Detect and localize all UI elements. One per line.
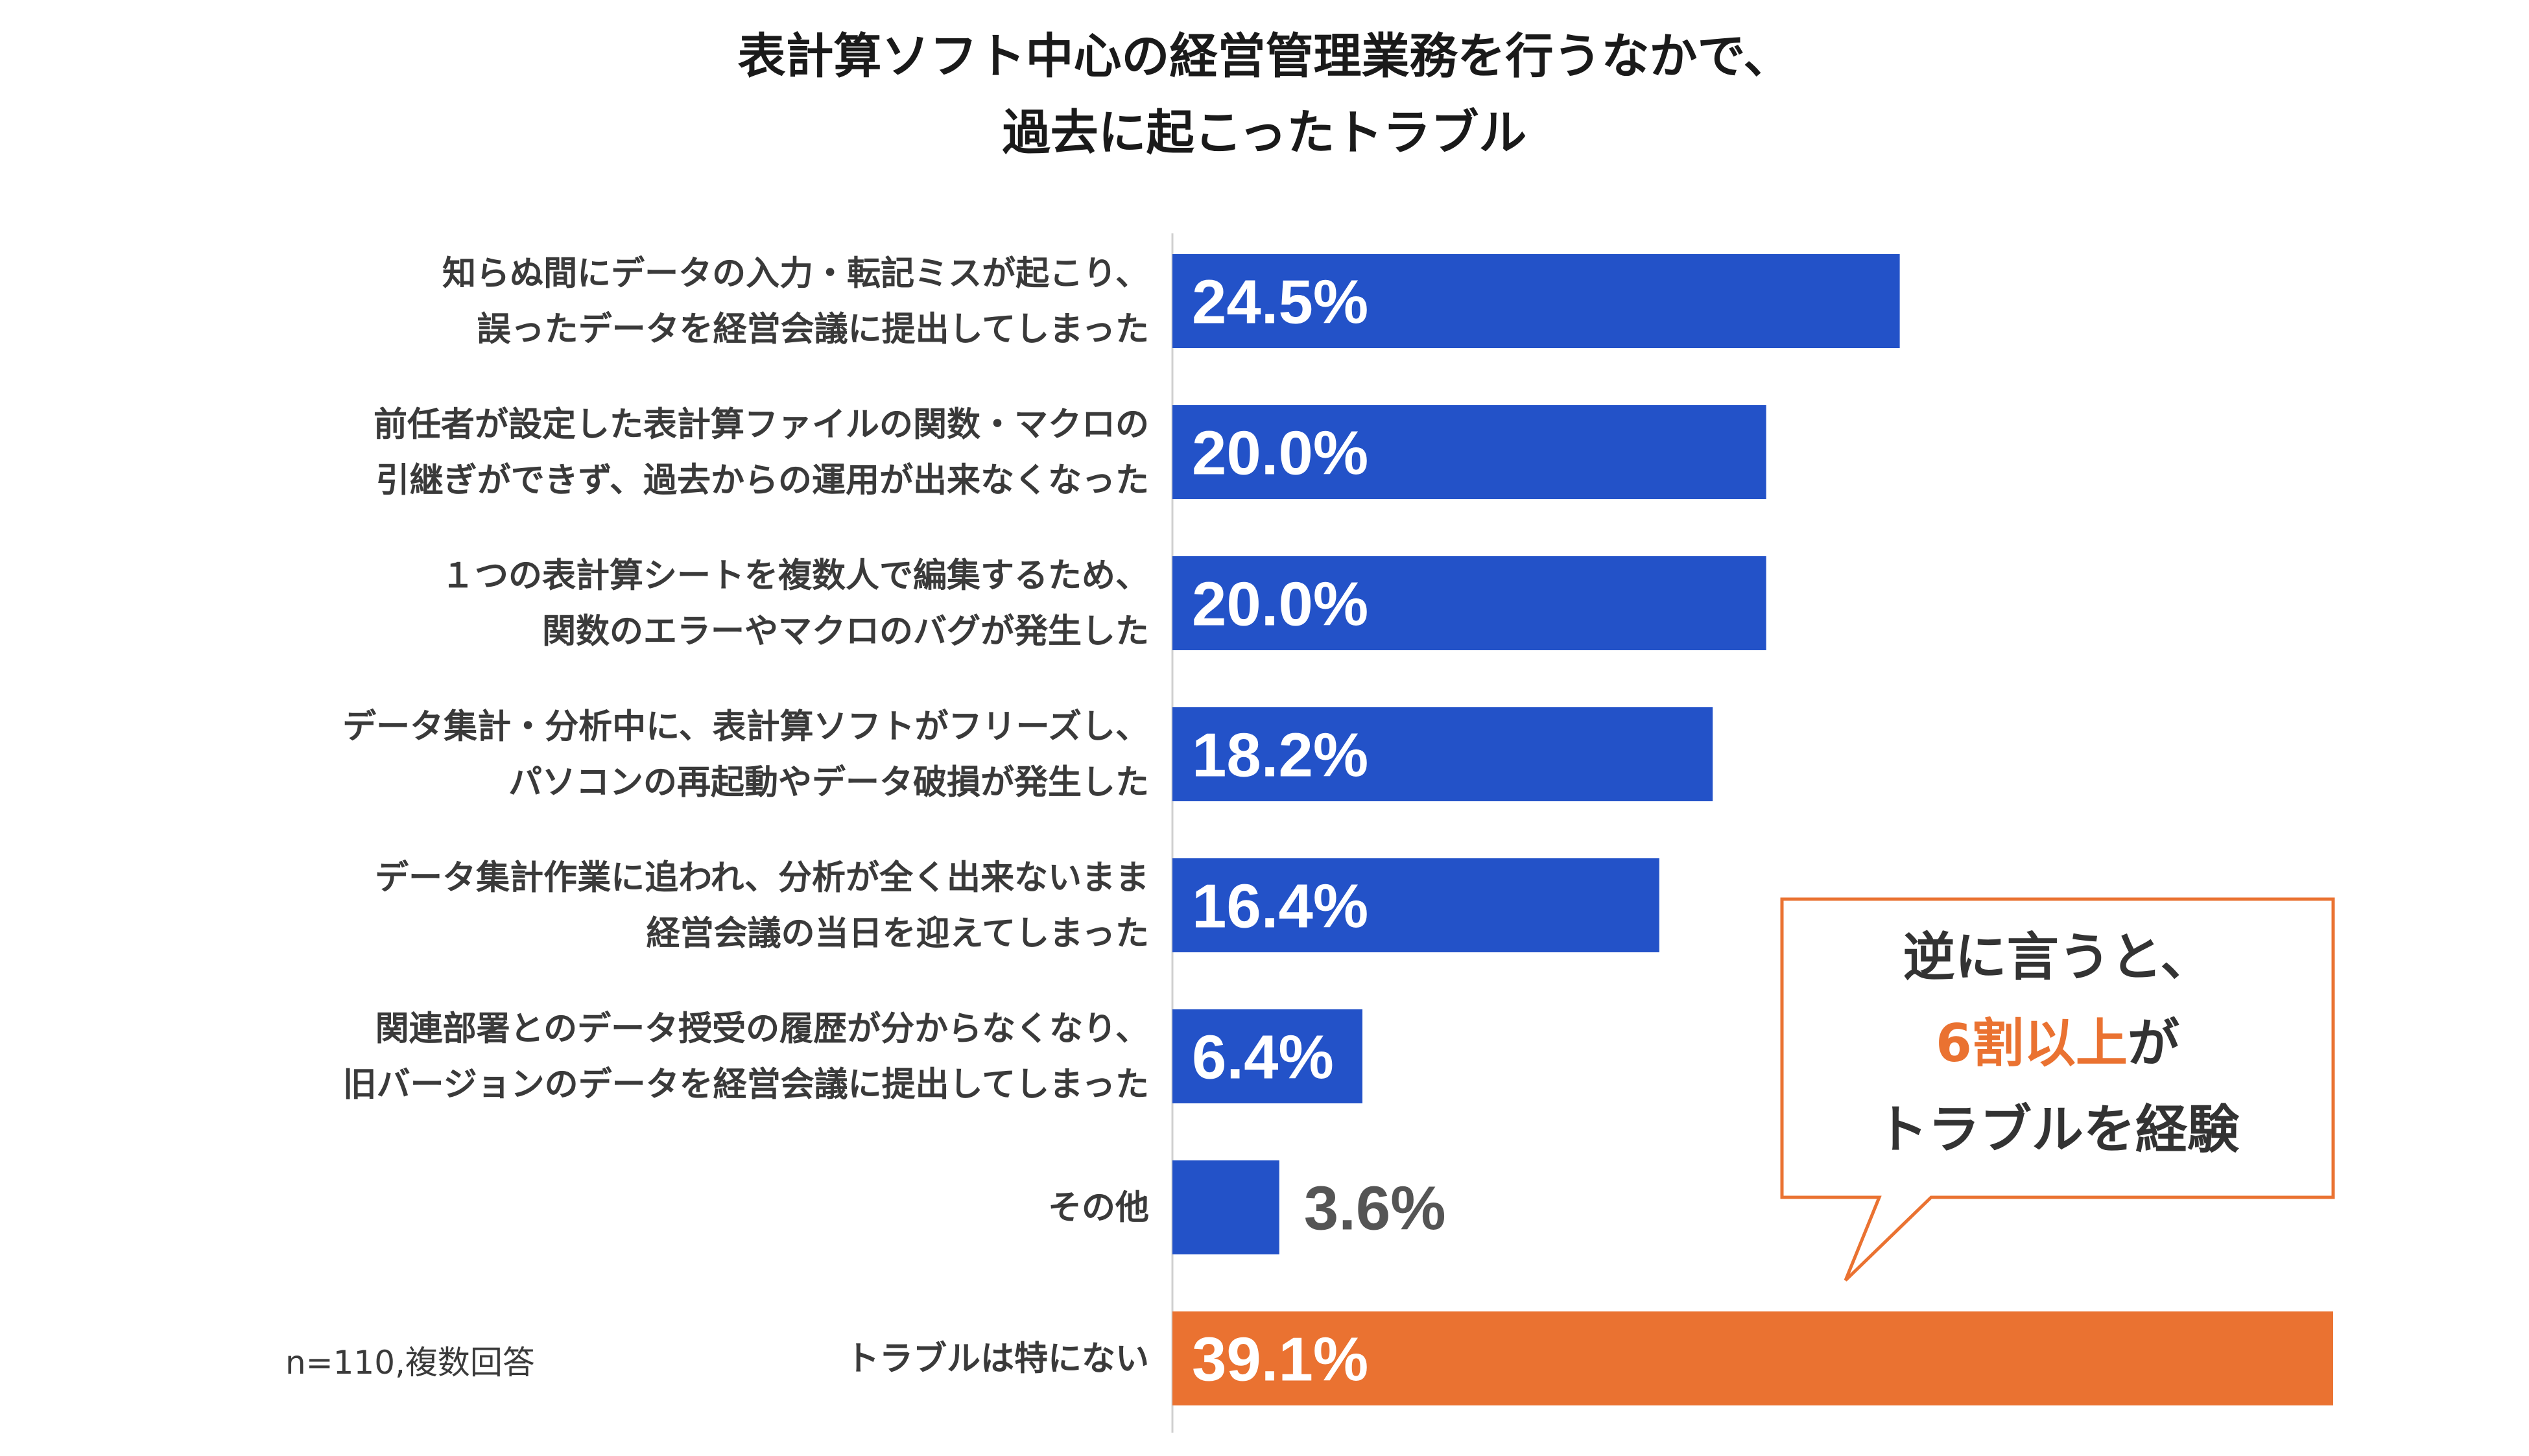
bar-7 [1172, 1160, 1279, 1254]
callout-text: 逆に言うと、 6割以上が トラブルを経験 [1782, 914, 2333, 1173]
callout-box [1780, 897, 2335, 1282]
category-label-1-line-2: 誤ったデータを経営会議に提出してしまった [477, 311, 1149, 349]
category-label-5-line-2: 経営会議の当日を迎えてしまった [647, 915, 1149, 954]
callout-highlight: 6割以上 [1936, 1013, 2128, 1074]
category-label-2-line-2: 引継ぎができず、過去からの運用が出来なくなった [376, 462, 1149, 500]
callout-line-2-rest: が [2127, 1013, 2179, 1074]
sample-note: n=110,複数回答 [285, 1344, 535, 1381]
value-label-1: 24.5% [1192, 268, 1368, 337]
value-label-2: 20.0% [1192, 419, 1368, 488]
category-label-7-line-1: その他 [1048, 1189, 1149, 1228]
category-label-5-line-1: データ集計作業に追われ、分析が全く出来ないまま [375, 859, 1149, 898]
bar-6 [1172, 1009, 1362, 1103]
bar-8 [1172, 1311, 2333, 1405]
chart-title: 表計算ソフト中心の経営管理業務を行うなかで、 過去に起こったトラブル [0, 18, 2529, 171]
bars-layer: 24.5% 20.0% 20.0% 18.2% 16.4% 6.4% 3.6% 39.1% [1172, 254, 2333, 1405]
chart-title-line-2: 過去に起こったトラブル [1002, 105, 1527, 161]
bar-5 [1172, 858, 1659, 952]
category-labels: 知らぬ間にデータの入力・転記ミスが起こり、誤ったデータを経営会議に提出してしまっ… [342, 255, 1149, 1379]
category-label-6-line-2: 旧バージョンのデータを経営会議に提出してしまった [343, 1066, 1149, 1105]
value-label-5: 16.4% [1192, 872, 1368, 941]
callout-bubble [1780, 897, 2335, 1282]
bar-4 [1172, 707, 1713, 801]
category-label-4-line-1: データ集計・分析中に、表計算ソフトがフリーズし、 [342, 708, 1149, 747]
bar-3 [1172, 556, 1766, 650]
callout-line-3: トラブルを経験 [1876, 1099, 2239, 1160]
category-label-4-line-2: パソコンの再起動やデータ破損が発生した [508, 764, 1149, 803]
value-label-6: 6.4% [1192, 1023, 1334, 1092]
chart-title-line-1: 表計算ソフト中心の経営管理業務を行うなかで、 [737, 29, 1792, 84]
value-label-7: 3.6% [1304, 1174, 1446, 1243]
value-label-8: 39.1% [1192, 1325, 1368, 1394]
category-label-6-line-1: 関連部署とのデータ授受の履歴が分からなくなり、 [375, 1010, 1149, 1049]
value-label-4: 18.2% [1192, 721, 1368, 790]
category-label-3-line-1: １つの表計算シートを複数人で編集するため、 [441, 557, 1149, 596]
callout-line-1: 逆に言うと、 [1903, 927, 2213, 987]
bar-2 [1172, 405, 1766, 499]
category-label-8-line-1: トラブルは特にない [846, 1340, 1149, 1379]
category-label-3-line-2: 関数のエラーやマクロのバグが発生した [542, 613, 1149, 652]
value-label-3: 20.0% [1192, 570, 1368, 639]
callout-line-2: 6割以上が [1782, 1000, 2333, 1086]
category-label-1-line-1: 知らぬ間にデータの入力・転記ミスが起こり、 [442, 255, 1149, 294]
category-label-2-line-1: 前任者が設定した表計算ファイルの関数・マクロの [374, 406, 1149, 445]
bar-1 [1172, 254, 1900, 348]
